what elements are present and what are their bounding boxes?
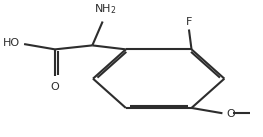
Text: F: F — [186, 17, 192, 27]
Text: NH$_2$: NH$_2$ — [94, 2, 117, 16]
Text: O: O — [226, 109, 235, 119]
Text: HO: HO — [3, 38, 20, 48]
Text: O: O — [50, 82, 59, 92]
